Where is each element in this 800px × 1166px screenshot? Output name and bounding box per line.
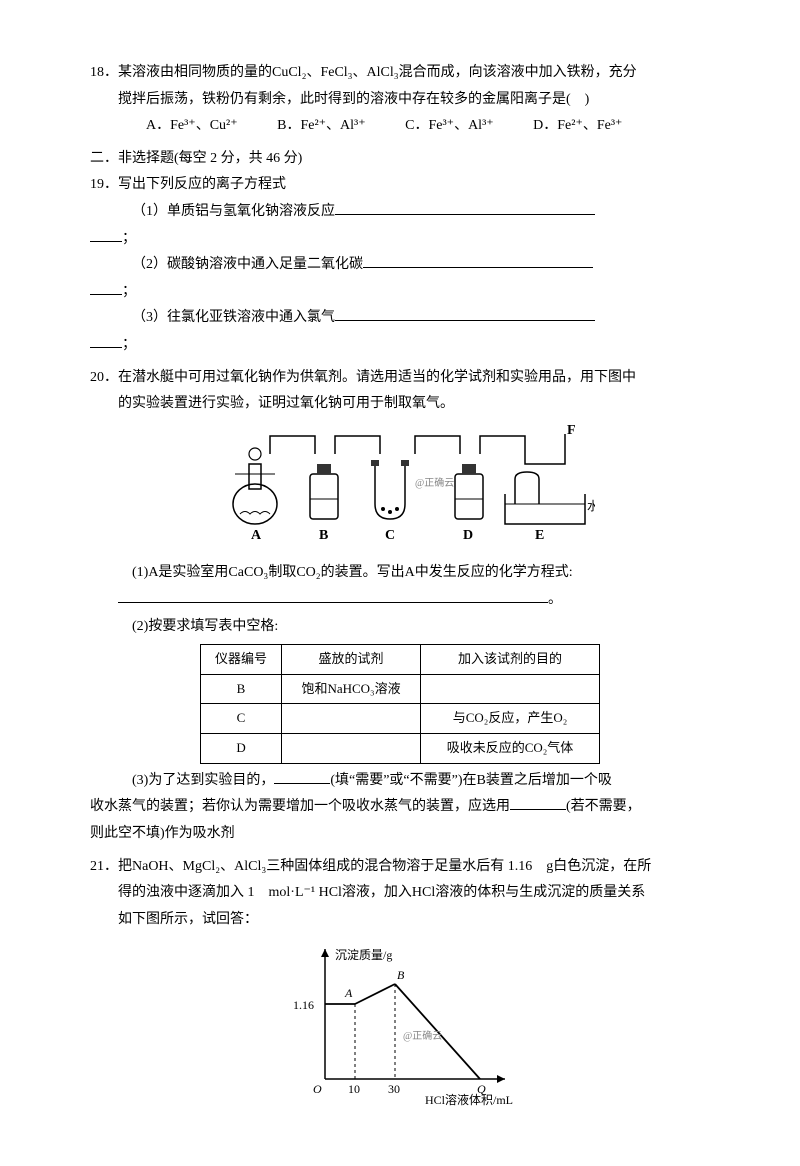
label-water: 水: [587, 499, 595, 513]
q19-stem: 写出下列反应的离子方程式: [118, 177, 286, 192]
ylab: 沉淀质量/g: [335, 948, 392, 962]
watermark: @正确云: [415, 476, 454, 489]
th-2: 盛放的试剂: [282, 645, 421, 675]
xB: 30: [388, 1082, 400, 1096]
Q: Q: [477, 1082, 486, 1096]
blank-line: [363, 253, 593, 268]
label-e: E: [535, 528, 544, 543]
blank-line: [335, 200, 595, 215]
q20-p3d: (若不需要，: [566, 799, 641, 814]
cell: C: [201, 704, 282, 734]
label-d: D: [463, 528, 473, 543]
blank-line: [90, 333, 122, 348]
q18-num: 18．: [90, 65, 118, 80]
cell: B: [201, 674, 282, 704]
th-1: 仪器编号: [201, 645, 282, 675]
q20-p3b: (填“需要”或“不需要”)在B装置之后增加一个吸: [330, 773, 612, 788]
xA: 10: [348, 1082, 360, 1096]
q20-p1: (1)A是实验室用CaCO₃制取CO₂的装置。写出A中发生反应的化学方程式:: [132, 565, 573, 580]
label-c: C: [385, 528, 395, 543]
q18-line2: 搅拌后振荡，铁粉仍有剩余，此时得到的溶液中存在较多的金属阳离子是( ): [118, 92, 589, 107]
q20-l2: 的实验装置进行实验，证明过氧化钠可用于制取氧气。: [118, 396, 454, 411]
semicolon: ；: [122, 284, 136, 299]
blank-line: [510, 795, 566, 810]
label-a: A: [251, 528, 262, 543]
ptA: A: [344, 986, 353, 1000]
blank-line: [90, 227, 122, 242]
q19-p1: （1）单质铝与氢氧化钠溶液反应: [132, 204, 335, 219]
blank-line: [90, 280, 122, 295]
q19-p3: （3）往氯化亚铁溶液中通入氯气: [132, 310, 335, 325]
question-18: 18．某溶液由相同物质的量的CuCl₂、FeCl₃、AlCl₃混合而成，向该溶液…: [90, 60, 720, 140]
cell: 吸收未反应的CO₂气体: [421, 734, 600, 764]
q18-opt-c: C．Fe³⁺、Al³⁺: [405, 113, 494, 140]
q21-l1: 把NaOH、MgCl₂、AlCl₃三种固体组成的混合物溶于足量水后有 1.16 …: [118, 859, 651, 874]
ptB: B: [397, 968, 405, 982]
cell: [282, 704, 421, 734]
cell: 与CO₂反应，产生O₂: [421, 704, 600, 734]
section-2-header: 二．非选择题(每空 2 分，共 46 分): [90, 146, 720, 173]
xlab: HCl溶液体积/mL: [425, 1092, 513, 1107]
q18-opt-d: D．Fe²⁺、Fe³⁺: [533, 113, 622, 140]
q18-opt-a: A．Fe³⁺、Cu²⁺: [146, 113, 238, 140]
blank-line: [335, 306, 595, 321]
q20-p2: (2)按要求填写表中空格:: [132, 619, 278, 634]
semicolon: ；: [122, 231, 136, 246]
question-19: 19．写出下列反应的离子方程式 （1）单质铝与氢氧化钠溶液反应 ； （2）碳酸钠…: [90, 172, 720, 358]
cell: [282, 734, 421, 764]
q18-opt-b: B．Fe²⁺、Al³⁺: [277, 113, 366, 140]
th-3: 加入该试剂的目的: [421, 645, 600, 675]
apparatus-figure: A B C D E F 水 @正确云: [90, 424, 720, 555]
label-f: F: [567, 424, 576, 438]
watermark: @正确云: [403, 1029, 442, 1042]
blank-line: [274, 769, 330, 784]
q21-l2: 得的浊液中逐滴加入 1 mol·L⁻¹ HCl溶液，加入HCl溶液的体积与生成沉…: [118, 885, 645, 900]
q20-l1: 在潜水艇中可用过氧化钠作为供氧剂。请选用适当的化学试剂和实验用品，用下图中: [118, 370, 636, 385]
question-21: 21．把NaOH、MgCl₂、AlCl₃三种固体组成的混合物溶于足量水后有 1.…: [90, 854, 720, 1120]
q20-p3e: 则此空不填)作为吸水剂: [90, 826, 235, 841]
cell: D: [201, 734, 282, 764]
cell: [421, 674, 600, 704]
question-20: 20．在潜水艇中可用过氧化钠作为供氧剂。请选用适当的化学试剂和实验用品，用下图中…: [90, 365, 720, 848]
q20-p3c: 收水蒸气的装置；若你认为需要增加一个吸收水蒸气的装置，应选用: [90, 799, 510, 814]
semicolon: ；: [122, 337, 136, 352]
yval: 1.16: [293, 998, 314, 1012]
precipitate-graph: 沉淀质量/g HCl溶液体积/mL 1.16 10 30 A B O Q @正确…: [90, 939, 720, 1120]
q21-l3: 如下图所示，试回答：: [118, 912, 258, 927]
q20-num: 20．: [90, 370, 118, 385]
q19-num: 19．: [90, 177, 118, 192]
q18-options: A．Fe³⁺、Cu²⁺ B．Fe²⁺、Al³⁺ C．Fe³⁺、Al³⁺ D．Fe…: [90, 113, 720, 140]
q21-num: 21．: [90, 859, 118, 874]
q19-p2: （2）碳酸钠溶液中通入足量二氧化碳: [132, 257, 363, 272]
blank-line: [118, 588, 548, 603]
q18-line1: 某溶液由相同物质的量的CuCl₂、FeCl₃、AlCl₃混合而成，向该溶液中加入…: [118, 65, 637, 80]
origin: O: [313, 1082, 322, 1096]
label-b: B: [319, 528, 328, 543]
cell: 饱和NaHCO₃溶液: [282, 674, 421, 704]
reagent-table: 仪器编号 盛放的试剂 加入该试剂的目的 B 饱和NaHCO₃溶液 C 与CO₂反…: [200, 644, 600, 764]
q20-p3a: (3)为了达到实验目的，: [132, 773, 274, 788]
